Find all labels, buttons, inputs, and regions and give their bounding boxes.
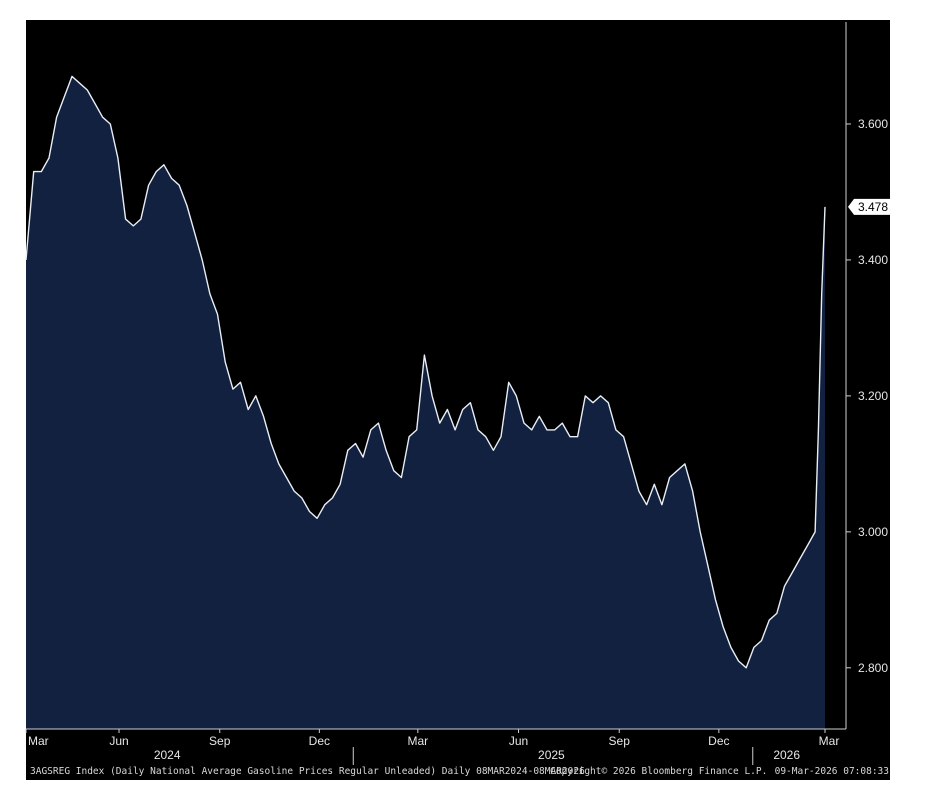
last-value-tag (848, 198, 894, 215)
x-tick-label: Mar (28, 734, 49, 748)
x-tick-label: Dec (708, 734, 729, 748)
y-tick-label: 3.200 (858, 389, 888, 403)
y-tick-label: 3.000 (858, 525, 888, 539)
x-year-label: 2024 (154, 748, 181, 762)
x-tick-label: Jun (509, 734, 528, 748)
x-year-label: 2026 (773, 748, 800, 762)
footer-copyright: Copyright© 2026 Bloomberg Finance L.P. (550, 766, 767, 777)
footer-timestamp: 09-Mar-2026 07:08:33 (775, 766, 889, 777)
x-tick-label: Jun (109, 734, 128, 748)
footer-source: 3AGSREG Index (Daily National Average Ga… (30, 766, 585, 777)
x-tick-label: Sep (609, 734, 631, 748)
footer: 3AGSREG Index (Daily National Average Ga… (30, 766, 889, 777)
y-tick-label: 3.600 (858, 117, 888, 131)
x-tick-label: Mar (408, 734, 429, 748)
y-tick-label: 3.400 (858, 253, 888, 267)
x-tick-label: Mar (819, 734, 840, 748)
x-year-label: 2025 (538, 748, 565, 762)
x-tick-label: Sep (209, 734, 231, 748)
price-area (26, 76, 825, 729)
price-line (25, 75, 826, 669)
x-tick-label: Dec (309, 734, 330, 748)
axis-layer: 3.600 3.400 3.200 3.000 2.800 3.478 Mar Jun Sep D… (25, 22, 894, 765)
y-tick-label: 2.800 (858, 661, 888, 675)
plot-layer (25, 75, 826, 729)
last-value-label: 3.478 (858, 200, 888, 214)
